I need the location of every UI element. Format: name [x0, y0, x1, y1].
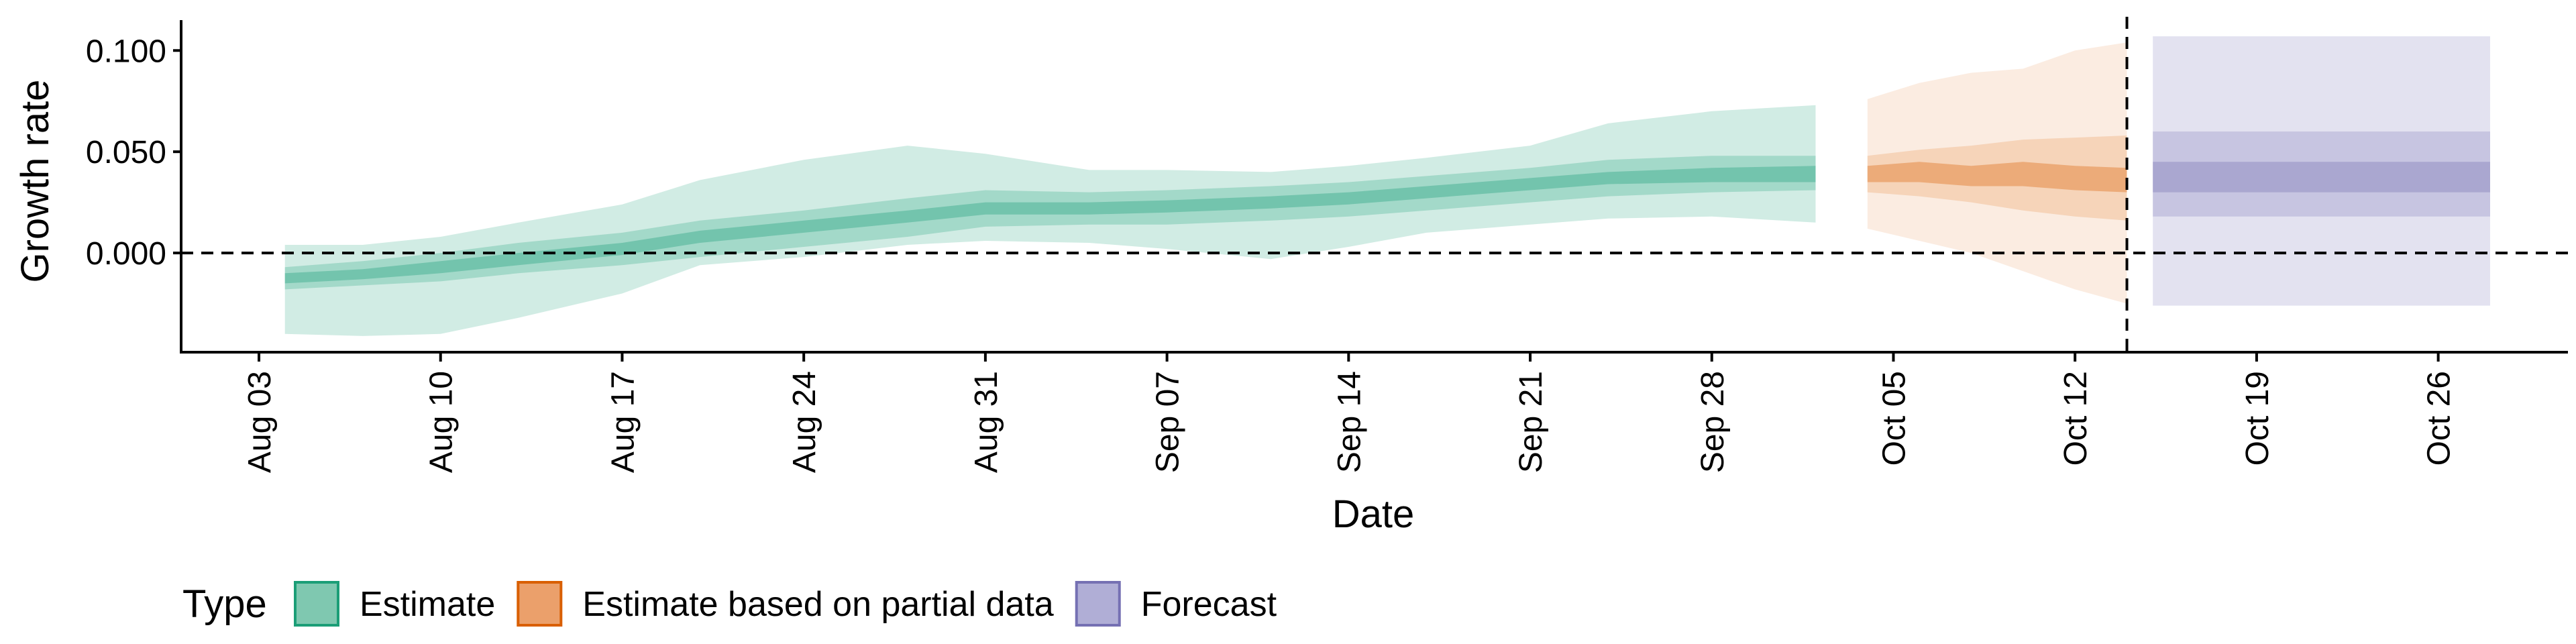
- x-tick-label: Sep 14: [1332, 371, 1367, 473]
- legend-key-estimate: [294, 581, 339, 627]
- x-axis-title: Date: [1332, 492, 1415, 536]
- tick-labels: 0.000 0.050 0.100 Aug 03 Aug 10 Aug 17 Aug 24 A…: [86, 34, 2457, 473]
- x-tick-label: Oct 12: [2058, 371, 2094, 466]
- estimate-based-on-partial-data-band-50: [1867, 136, 2127, 221]
- estimate-band-20: [284, 166, 1816, 284]
- legend-label-forecast: Forecast: [1141, 585, 1277, 624]
- axes: [180, 20, 2568, 354]
- estimate-band-50: [284, 156, 1816, 290]
- estimate-based-on-partial-data-band-20: [1867, 162, 2127, 193]
- estimate-band-90: [284, 105, 1816, 336]
- y-tick-label: 0.100: [86, 34, 166, 69]
- legend-label-estimate-based-on-partial-data: Estimate based on partial data: [582, 585, 1054, 624]
- x-tick-label: Sep 07: [1150, 371, 1186, 473]
- estimate-based-on-partial-data-band-90: [1867, 42, 2127, 304]
- x-tick-label: Aug 10: [424, 371, 460, 473]
- forecast-band-20: [2153, 162, 2490, 193]
- x-tick-label: Aug 03: [242, 371, 278, 473]
- reference-lines: [181, 17, 2568, 352]
- forecast-band-90: [2153, 36, 2490, 306]
- legend: Type Estimate Estimate based on partial d…: [182, 581, 1277, 627]
- x-tick-label: Oct 26: [2422, 371, 2457, 466]
- x-tick-label: Aug 24: [787, 371, 822, 473]
- x-tick-label: Sep 28: [1695, 371, 1731, 473]
- legend-key-forecast: [1075, 581, 1121, 627]
- x-tick-label: Oct 19: [2240, 371, 2275, 466]
- y-axis-title: Growth rate: [13, 80, 57, 283]
- bands-layer: [284, 36, 2490, 336]
- legend-label-estimate: Estimate: [360, 585, 495, 624]
- y-tick-label: 0.050: [86, 135, 166, 170]
- x-tick-label: Aug 17: [606, 371, 641, 473]
- y-tick-label: 0.000: [86, 236, 166, 272]
- x-tick-label: Aug 31: [969, 371, 1004, 473]
- tick-marks: [173, 49, 2440, 362]
- legend-key-estimate-based-on-partial-data: [517, 581, 563, 627]
- forecast-band-50: [2153, 131, 2490, 217]
- x-tick-label: Sep 21: [1513, 371, 1549, 473]
- legend-title: Type: [182, 582, 267, 626]
- x-tick-label: Oct 05: [1877, 371, 1913, 466]
